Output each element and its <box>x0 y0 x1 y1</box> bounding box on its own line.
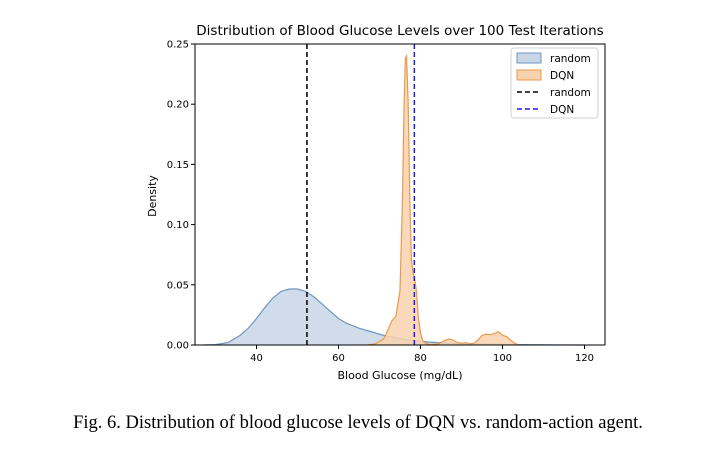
y-tick-label: 0.10 <box>167 220 189 231</box>
chart-figure: Distribution of Blood Glucose Levels ove… <box>146 23 606 382</box>
y-tick-label: 0.20 <box>167 100 189 111</box>
figure-caption: Fig. 6. Distribution of blood glucose le… <box>73 413 643 433</box>
legend-box <box>510 47 599 119</box>
density-area-random <box>203 289 585 345</box>
y-tick-label: 0.25 <box>167 40 189 51</box>
x-axis-label: Blood Glucose (mg/dL) <box>338 369 463 382</box>
y-axis-ticks: 0.00 0.05 0.10 0.15 0.20 0.25 <box>167 40 195 352</box>
y-tick-label: 0.00 <box>167 341 189 352</box>
legend: random DQN random DQN <box>510 47 599 119</box>
x-tick-label: 60 <box>332 353 345 364</box>
series-layer <box>203 53 585 346</box>
legend-swatch-random <box>516 52 542 64</box>
legend-swatch-dqn <box>516 69 542 81</box>
legend-label: DQN <box>550 104 574 116</box>
chart-title: Distribution of Blood Glucose Levels ove… <box>196 23 603 39</box>
x-tick-label: 80 <box>414 353 427 364</box>
y-axis-label: Density <box>146 175 159 217</box>
x-tick-label: 100 <box>493 353 512 364</box>
y-tick-label: 0.15 <box>167 160 189 171</box>
density-line-dqn <box>367 53 520 346</box>
density-area-dqn <box>367 56 519 345</box>
legend-label: random <box>550 53 591 65</box>
mean-lines <box>306 44 416 345</box>
legend-label: random <box>550 87 591 99</box>
x-tick-label: 40 <box>250 353 263 364</box>
x-axis-ticks: 40 60 80 100 120 <box>250 345 594 364</box>
legend-label: DQN <box>550 70 574 82</box>
plot-frame <box>194 43 606 346</box>
y-tick-label: 0.05 <box>167 280 189 291</box>
x-tick-label: 120 <box>575 353 594 364</box>
